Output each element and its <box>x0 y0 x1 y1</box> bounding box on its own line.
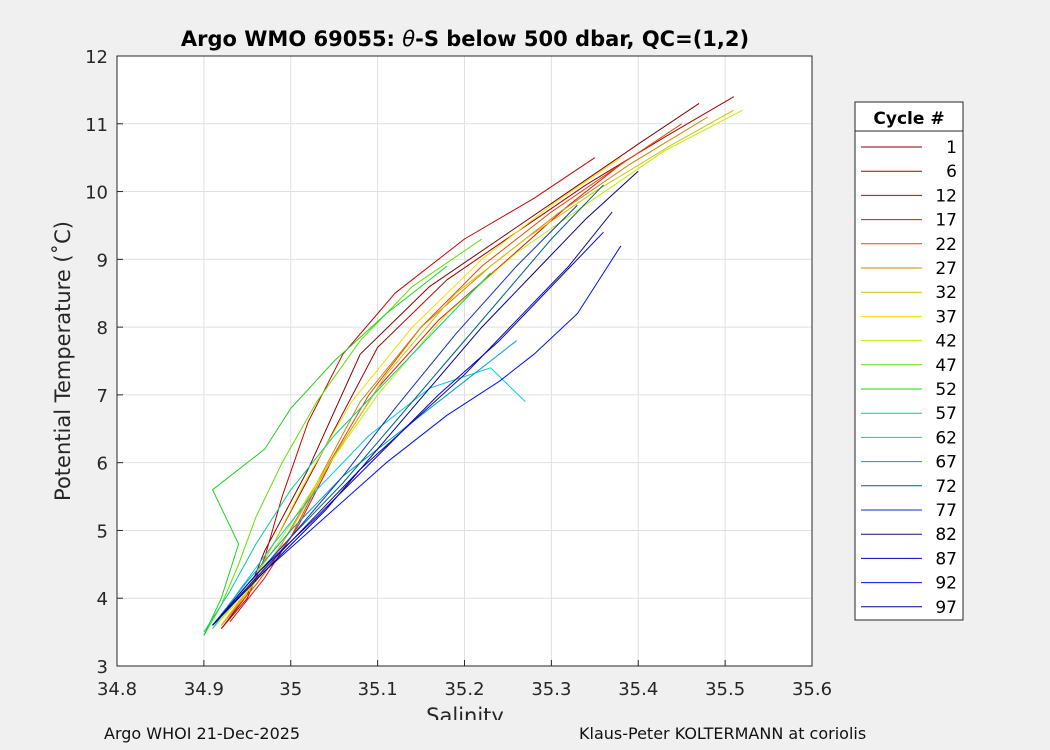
y-tick-label: 5 <box>97 521 108 542</box>
legend-entry-label: 22 <box>935 235 957 255</box>
x-tick-label: 35.2 <box>444 679 484 700</box>
y-axis-label: Potential Temperature (˚C) <box>51 221 75 501</box>
y-tick-label: 11 <box>85 115 108 136</box>
chart-title-symbol: θ <box>402 27 415 51</box>
legend-entry-label: 97 <box>935 598 957 618</box>
x-tick-label: 35.3 <box>531 679 571 700</box>
y-tick-label: 9 <box>97 250 108 271</box>
x-tick-label: 35.6 <box>792 679 832 700</box>
legend-entry-label: 47 <box>935 356 957 376</box>
x-tick-label: 34.9 <box>184 679 224 700</box>
y-tick-label: 4 <box>97 589 108 610</box>
legend-entry-label: 52 <box>935 380 957 400</box>
legend-entry-label: 6 <box>946 162 957 182</box>
legend-entry-label: 82 <box>935 525 957 545</box>
legend-entry-label: 57 <box>935 404 957 424</box>
legend-entry-label: 72 <box>935 477 957 497</box>
footer-right: Klaus-Peter KOLTERMANN at coriolis <box>579 724 866 743</box>
x-tick-label: 35.5 <box>705 679 745 700</box>
chart: 34.8 34.9 35 35.1 35.2 35.3 35.4 35.5 35.6 34567… <box>0 0 1050 720</box>
y-tick-label: 6 <box>97 454 108 475</box>
legend-entry-label: 1 <box>946 138 957 158</box>
legend-entry-label: 77 <box>935 501 957 521</box>
legend: Cycle # 1 6 12 17 22 27 32 37 42 47 52 57 62 67 72 77 82… <box>855 102 963 620</box>
legend-entry-label: 42 <box>935 332 957 352</box>
footer-left: Argo WHOI 21-Dec-2025 <box>104 724 300 743</box>
legend-title: Cycle # <box>873 109 944 129</box>
x-tick-label: 34.8 <box>97 679 137 700</box>
y-tick-label: 7 <box>97 386 108 407</box>
y-tick-label: 10 <box>85 183 108 204</box>
legend-entry-label: 27 <box>935 259 957 279</box>
x-axis-label: Salinity <box>426 704 504 720</box>
legend-entry-label: 62 <box>935 428 957 448</box>
y-tick-label: 3 <box>97 657 108 678</box>
legend-entry-label: 12 <box>935 186 957 206</box>
chart-title-suffix: -S below 500 dbar, QC=(1,2) <box>415 27 749 51</box>
x-tick-label: 35.1 <box>358 679 398 700</box>
legend-entry-label: 87 <box>935 549 957 569</box>
legend-entry-label: 32 <box>935 283 957 303</box>
chart-title-prefix: Argo WMO 69055: <box>181 27 402 51</box>
legend-entry-label: 92 <box>935 574 957 594</box>
y-tick-label: 12 <box>85 47 108 68</box>
legend-entry-label: 67 <box>935 453 957 473</box>
y-tick-label: 8 <box>97 318 108 339</box>
x-tick-label: 35.4 <box>618 679 658 700</box>
legend-entry-label: 37 <box>935 307 957 327</box>
legend-entry-label: 17 <box>935 211 957 231</box>
chart-title: Argo WMO 69055: θ-S below 500 dbar, QC=(… <box>181 27 749 51</box>
x-tick-label: 35 <box>279 679 302 700</box>
